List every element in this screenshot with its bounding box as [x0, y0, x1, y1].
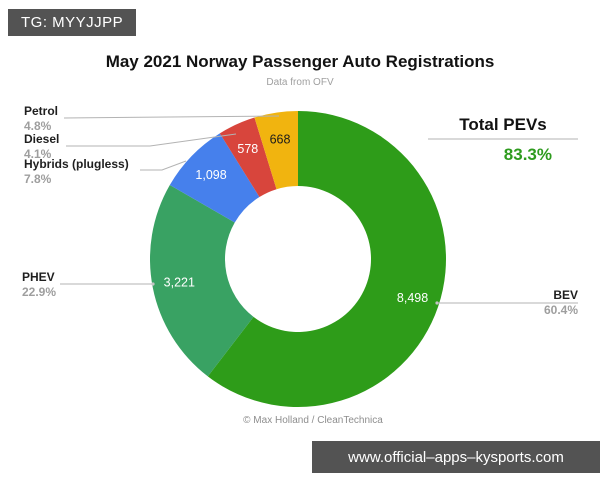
- legend-diesel: Diesel 4.1%: [24, 133, 59, 161]
- pie-slice-hybrids-plugless: [169, 133, 260, 223]
- watermark-badge-text: TG: MYYJJPP: [21, 14, 124, 31]
- legend-bev-percent: 60.4%: [543, 303, 578, 317]
- slice-value-diesel: 578: [237, 142, 258, 156]
- slice-value-hybrids-plugless: 1,098: [195, 168, 226, 182]
- bev-leader-dot: [435, 301, 439, 305]
- legend-diesel-percent: 4.1%: [24, 147, 52, 161]
- leader-lines: [60, 115, 578, 305]
- legend-phev-percent: 22.9%: [22, 285, 57, 299]
- chart-title: May 2021 Norway Passenger Auto Registrat…: [105, 52, 495, 71]
- legend-hybrids-name: Hybrids (plugless): [24, 157, 129, 171]
- legend-petrol-name: Petrol: [24, 104, 59, 118]
- hybrids-leader-line: [140, 160, 187, 171]
- pie-slice-phev: [150, 185, 254, 377]
- slice-value-petrol: 668: [270, 132, 291, 146]
- legend-hybrids-percent: 7.8%: [24, 172, 52, 186]
- legend-hybrids: Hybrids (plugless) 7.8%: [24, 158, 129, 186]
- phev-leader-dot: [151, 282, 155, 286]
- attribution-text: © Max Holland / CleanTechnica: [243, 415, 383, 426]
- chart-subtitle: Data from OFV: [266, 77, 334, 88]
- legend-phev-name: PHEV: [22, 270, 55, 284]
- total-pevs-value: 83.3%: [503, 145, 552, 164]
- pie-slice-bev: [207, 111, 446, 407]
- pie-slice-diesel: [219, 117, 277, 198]
- legend-diesel-name: Diesel: [24, 132, 60, 146]
- total-pevs-label: Total PEVs: [459, 115, 547, 134]
- donut-slices: [150, 111, 446, 407]
- petrol-leader-line: [63, 115, 280, 119]
- legend-bev-name: BEV: [553, 288, 578, 302]
- slice-value-bev: 8,498: [397, 291, 428, 305]
- diesel-leader-line: [66, 133, 237, 147]
- slice-value-labels: 8,498 3,221 1,098 578 668: [164, 132, 429, 305]
- legend-petrol: Petrol 4.8%: [24, 105, 58, 133]
- watermark-badge: TG: MYYJJPP: [8, 9, 137, 36]
- pie-slice-petrol: [254, 111, 298, 190]
- watermark-url-bar: www.official–apps–kysports.com: [312, 441, 600, 473]
- slice-value-phev: 3,221: [164, 276, 195, 290]
- legend-phev: PHEV 22.9%: [22, 271, 56, 299]
- watermark-url-text: www.official–apps–kysports.com: [348, 448, 564, 466]
- legend-bev: BEV 60.4%: [544, 289, 578, 317]
- legend-petrol-percent: 4.8%: [24, 119, 52, 133]
